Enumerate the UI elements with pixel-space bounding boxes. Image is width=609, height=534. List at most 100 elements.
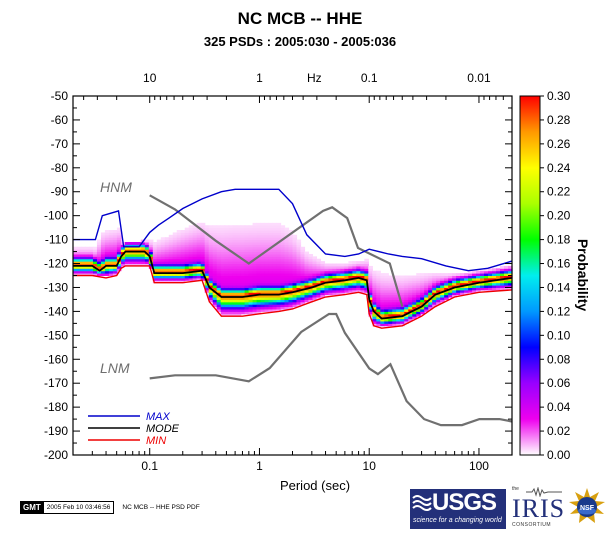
heatmap-cell <box>108 241 114 245</box>
heatmap-cell <box>152 256 158 260</box>
heatmap-cell <box>128 249 134 253</box>
heatmap-cell <box>244 253 250 257</box>
heatmap-cell <box>216 287 222 291</box>
heatmap-cell <box>372 318 377 322</box>
heatmap-cell <box>184 244 190 248</box>
heatmap-cell <box>288 297 294 300</box>
heatmap-cell <box>272 309 278 312</box>
heatmap-cell <box>320 265 326 269</box>
heatmap-cell <box>128 258 134 262</box>
heatmap-cell <box>304 258 310 262</box>
heatmap-cell <box>380 318 385 322</box>
heatmap-cell <box>476 285 481 288</box>
heatmap-cell <box>372 299 377 303</box>
heatmap-cell <box>84 265 90 269</box>
heatmap-cell <box>304 270 310 274</box>
heatmap-cell <box>192 275 198 279</box>
heatmap-cell <box>112 241 118 245</box>
heatmap-cell <box>332 292 337 296</box>
heatmap-cell <box>244 251 250 255</box>
heatmap-cell <box>428 294 433 298</box>
heatmap-cell <box>236 297 242 300</box>
heatmap-cell <box>276 263 282 267</box>
heatmap-cell <box>296 297 302 300</box>
heatmap-cell <box>176 280 182 284</box>
heatmap-cell <box>508 275 513 279</box>
heatmap-cell <box>128 246 134 250</box>
heatmap-cell <box>344 263 349 267</box>
heatmap-cell <box>392 323 397 327</box>
heatmap-cell <box>492 268 497 272</box>
heatmap-cell <box>504 268 509 272</box>
chart-title: NC MCB -- HHE <box>238 9 363 28</box>
heatmap-cell <box>168 239 174 243</box>
heatmap-cell <box>112 256 118 260</box>
heatmap-cell <box>332 268 337 272</box>
heatmap-cell <box>156 265 162 269</box>
heatmap-cell <box>208 292 214 296</box>
heatmap-cell <box>292 268 298 272</box>
heatmap-cell <box>312 287 318 291</box>
heatmap-cell <box>168 261 174 265</box>
heatmap-cell <box>204 287 210 291</box>
heatmap-cell <box>496 270 501 274</box>
heatmap-cell <box>80 268 86 272</box>
heatmap-cell <box>268 292 274 296</box>
heatmap-cell <box>352 280 357 284</box>
heatmap-cell <box>488 287 493 291</box>
heatmap-cell <box>484 287 489 291</box>
heatmap-cell <box>400 306 405 310</box>
heatmap-cell <box>268 297 274 300</box>
heatmap-cell <box>180 273 186 276</box>
heatmap-cell <box>73 270 78 274</box>
heatmap-cell <box>176 230 182 233</box>
top-tick-label: 0.1 <box>361 71 378 85</box>
heatmap-cell <box>272 289 278 293</box>
heatmap-cell <box>176 261 182 265</box>
heatmap-cell <box>232 241 238 245</box>
heatmap-cell <box>160 246 166 250</box>
heatmap-cell <box>224 237 230 241</box>
heatmap-cell <box>248 234 254 238</box>
heatmap-cell <box>96 273 102 276</box>
heatmap-cell <box>412 277 417 281</box>
heatmap-cell <box>252 277 258 281</box>
heatmap-cell <box>412 292 417 296</box>
heatmap-cell <box>292 237 298 241</box>
heatmap-cell <box>276 285 282 288</box>
heatmap-cell <box>232 246 238 250</box>
heatmap-cell <box>100 253 106 257</box>
heatmap-cell <box>268 241 274 245</box>
heatmap-cell <box>272 285 278 288</box>
iris-prefix: the <box>512 486 519 492</box>
heatmap-cell <box>220 301 226 305</box>
heatmap-cell <box>204 277 210 281</box>
heatmap-cell <box>284 227 290 231</box>
heatmap-cell <box>280 263 286 267</box>
heatmap-cell <box>252 227 258 231</box>
heatmap-cell <box>120 258 126 262</box>
heatmap-cell <box>348 265 353 269</box>
heatmap-cell <box>456 289 461 293</box>
heatmap-cell <box>300 251 306 255</box>
heatmap-cell <box>280 304 286 308</box>
heatmap-cell <box>460 275 465 279</box>
heatmap-cell <box>284 306 290 310</box>
heatmap-cell <box>332 263 337 267</box>
heatmap-cell <box>212 304 218 308</box>
heatmap-cell <box>260 268 266 272</box>
heatmap-cell <box>252 239 258 243</box>
heatmap-cell <box>228 280 234 284</box>
heatmap-cell <box>240 234 246 238</box>
heatmap-cell <box>288 263 294 267</box>
heatmap-cell <box>264 258 270 262</box>
heatmap-cell <box>104 239 110 243</box>
heatmap-cell <box>232 265 238 269</box>
heatmap-cell <box>112 261 118 265</box>
heatmap-cell <box>216 268 222 272</box>
heatmap-cell <box>500 270 505 274</box>
heatmap-cell <box>252 292 258 296</box>
heatmap-cell <box>500 287 505 291</box>
heatmap-cell <box>496 280 501 284</box>
heatmap-cell <box>276 289 282 293</box>
